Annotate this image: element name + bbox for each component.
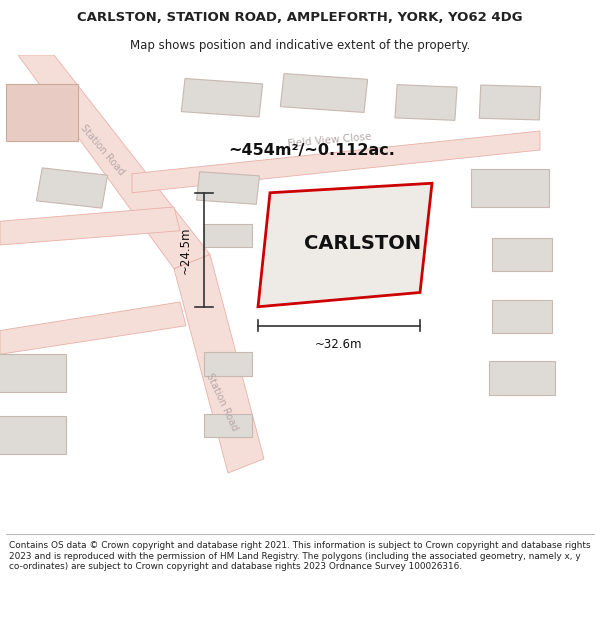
Text: CARLSTON: CARLSTON: [304, 234, 422, 253]
Polygon shape: [0, 302, 186, 354]
Polygon shape: [204, 224, 252, 248]
Polygon shape: [181, 79, 263, 117]
Polygon shape: [0, 416, 66, 454]
Polygon shape: [6, 84, 78, 141]
Text: ~454m²/~0.112ac.: ~454m²/~0.112ac.: [229, 142, 395, 158]
Polygon shape: [37, 168, 107, 208]
Text: Station Road: Station Road: [204, 371, 240, 432]
Polygon shape: [492, 299, 552, 333]
Text: CARLSTON, STATION ROAD, AMPLEFORTH, YORK, YO62 4DG: CARLSTON, STATION ROAD, AMPLEFORTH, YORK…: [77, 11, 523, 24]
Text: Map shows position and indicative extent of the property.: Map shows position and indicative extent…: [130, 39, 470, 51]
Text: Field View Close: Field View Close: [288, 132, 372, 149]
Polygon shape: [479, 85, 541, 120]
Polygon shape: [197, 172, 259, 204]
Polygon shape: [258, 183, 432, 307]
Text: ~24.5m: ~24.5m: [179, 226, 192, 274]
Polygon shape: [489, 361, 555, 394]
Polygon shape: [18, 55, 210, 269]
Text: ~32.6m: ~32.6m: [315, 338, 363, 351]
Polygon shape: [0, 207, 180, 245]
Text: Station Road: Station Road: [78, 123, 126, 177]
Polygon shape: [204, 352, 252, 376]
Polygon shape: [0, 354, 66, 392]
Polygon shape: [395, 84, 457, 121]
Polygon shape: [174, 254, 264, 473]
Polygon shape: [280, 74, 368, 112]
Polygon shape: [132, 131, 540, 192]
Text: Contains OS data © Crown copyright and database right 2021. This information is : Contains OS data © Crown copyright and d…: [9, 541, 590, 571]
Polygon shape: [492, 238, 552, 271]
Polygon shape: [471, 169, 549, 207]
Polygon shape: [204, 414, 252, 437]
